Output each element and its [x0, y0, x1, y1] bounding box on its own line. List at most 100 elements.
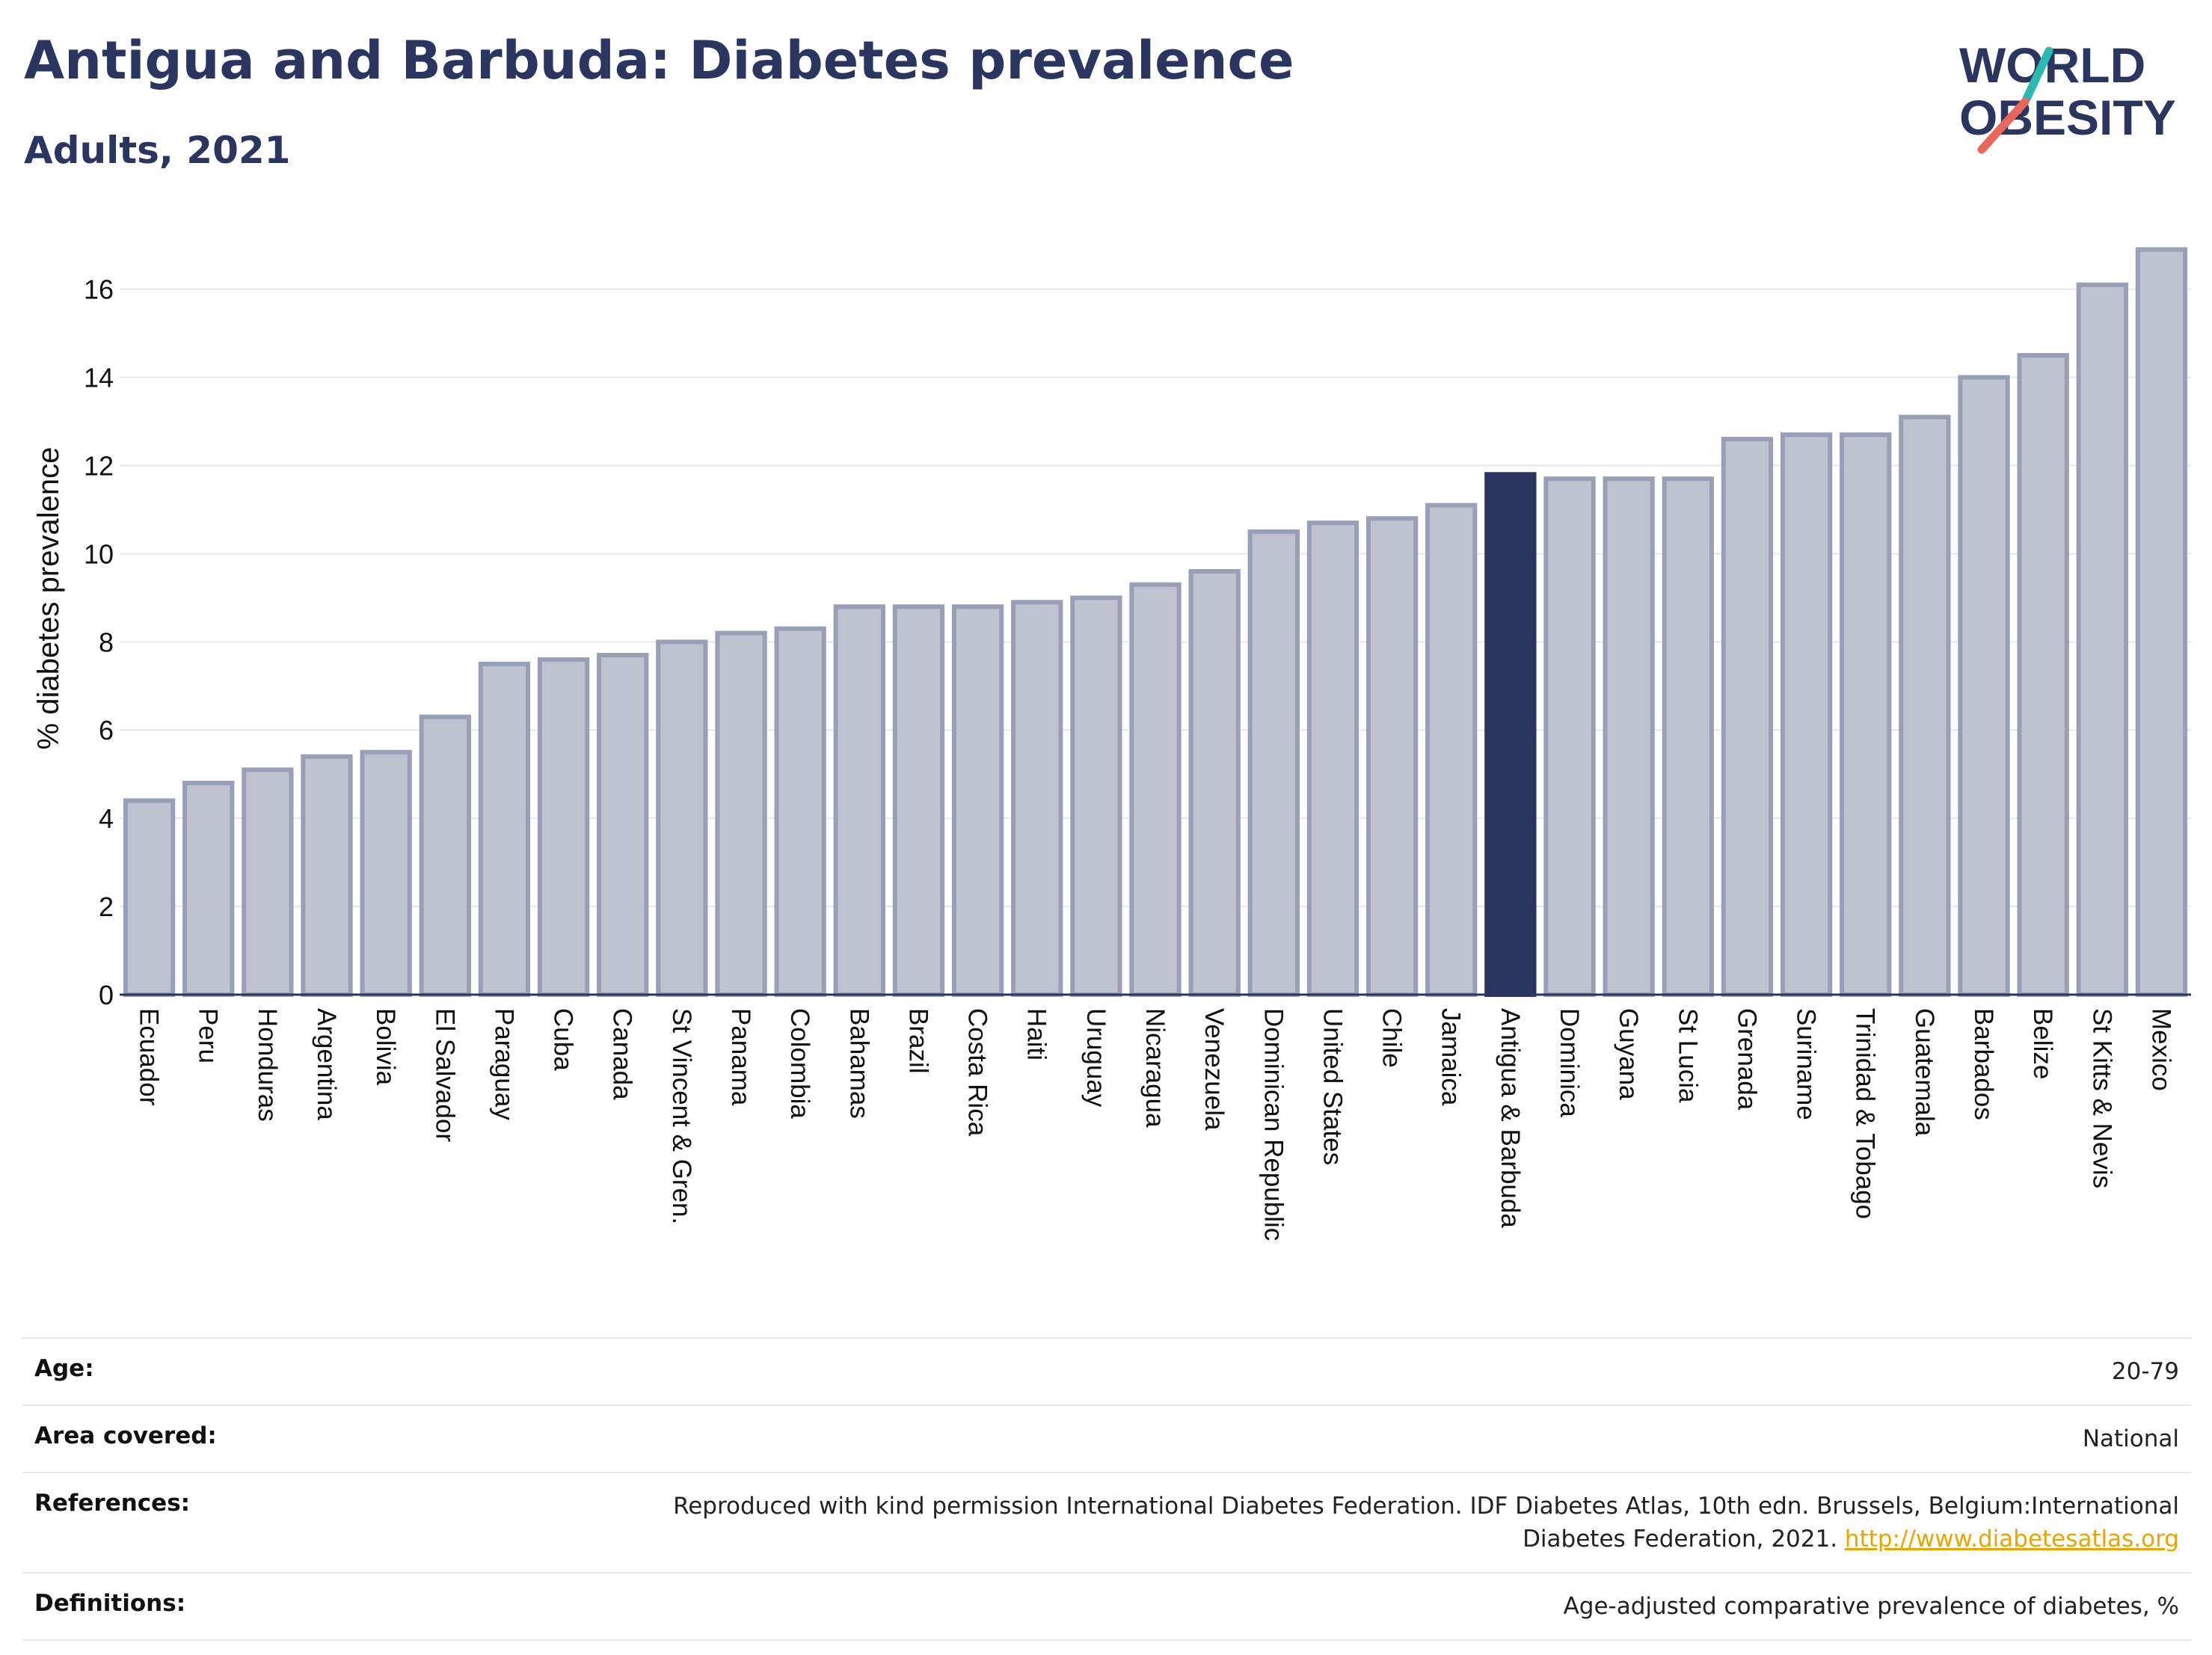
x-tick-label: Guyana [1614, 1008, 1643, 1100]
bar [892, 604, 945, 997]
meta-label-references: References: [34, 1490, 191, 1517]
bar [951, 604, 1004, 997]
x-tick-label: Antigua & Barbuda [1496, 1008, 1525, 1228]
bar [360, 749, 412, 997]
bars [123, 247, 2188, 998]
meta-value-definitions: Age-adjusted comparative prevalence of d… [1563, 1593, 2179, 1620]
bar [1011, 600, 1063, 997]
x-tick-label: Brazil [903, 1008, 933, 1074]
bar-chart: 0 2 4 6 8 10 12 14 16 Ecuador Peru Honduras Argenti… [32, 247, 2191, 1241]
bar [242, 767, 294, 998]
bar [123, 798, 176, 997]
x-tick-label: Uruguay [1081, 1008, 1110, 1108]
bar [1721, 437, 1774, 997]
bar [1484, 472, 1537, 997]
x-tick-label: Bahamas [844, 1008, 873, 1119]
references-link[interactable]: http://www.diabetesatlas.org [1844, 1526, 2179, 1553]
x-tick-label: St Kitts & Nevis [2087, 1008, 2116, 1188]
bar [1958, 375, 2010, 997]
meta-value-area: National [2082, 1425, 2179, 1452]
bar [656, 639, 708, 997]
metadata-table: Age: 20-79 Area covered: National Refere… [22, 1337, 2191, 1641]
y-tick-label: 4 [99, 803, 114, 834]
x-tick-label: Bolivia [371, 1008, 400, 1086]
bar [1840, 432, 1892, 997]
x-tick-label: Dominican Republic [1259, 1008, 1288, 1241]
logo-text-world: WORLD [1959, 37, 2145, 93]
x-tick-label: Guatemala [1910, 1008, 1939, 1137]
bar [1070, 595, 1122, 997]
bar [1425, 503, 1478, 997]
logo-slash-teal [2022, 46, 2053, 103]
bar [1365, 516, 1419, 997]
x-tick-label: Barbados [1969, 1008, 1998, 1120]
x-tick-label: St Vincent & Gren. [667, 1008, 696, 1224]
x-tick-label: Argentina [312, 1008, 341, 1120]
x-tick-label: United States [1318, 1008, 1347, 1165]
x-axis-ticks: Ecuador Peru Honduras Argentina Bolivia El Sa… [135, 1008, 2176, 1241]
y-axis-ticks: 0 2 4 6 8 10 12 14 16 [84, 274, 114, 1010]
y-tick-label: 10 [84, 538, 114, 569]
bar [478, 661, 531, 997]
bar [597, 653, 649, 997]
x-tick-label: Grenada [1732, 1008, 1761, 1111]
x-tick-label: Peru [194, 1008, 223, 1063]
bar [1306, 521, 1360, 997]
x-tick-label: Nicaragua [1140, 1008, 1170, 1128]
x-tick-label: Colombia [785, 1008, 814, 1119]
x-tick-label: Paraguay [489, 1008, 518, 1120]
bar [1247, 529, 1300, 997]
y-tick-label: 12 [84, 450, 114, 481]
bar [301, 754, 353, 997]
x-tick-label: Venezuela [1199, 1008, 1229, 1131]
chart-subtitle: Adults, 2021 [24, 129, 291, 172]
bar [2017, 353, 2069, 997]
y-axis-label: % diabetes prevalence [32, 447, 65, 750]
meta-value-age: 20-79 [2111, 1358, 2179, 1385]
meta-value-references: Reproduced with kind permission Internat… [22, 1490, 2191, 1556]
bar [833, 604, 885, 997]
x-tick-label: Panama [726, 1008, 755, 1106]
x-tick-label: Costa Rica [963, 1008, 992, 1137]
y-tick-label: 8 [99, 627, 114, 657]
x-tick-label: Canada [608, 1008, 637, 1100]
bar [419, 714, 471, 998]
y-tick-label: 0 [99, 980, 114, 1010]
chart-title: Antigua and Barbuda: Diabetes prevalence [24, 30, 1294, 91]
x-tick-label: Honduras [253, 1008, 282, 1122]
bar [715, 630, 767, 997]
bar [1899, 414, 1951, 997]
meta-row-definitions: Definitions: Age-adjusted comparative pr… [22, 1572, 2191, 1641]
x-tick-label: Haiti [1022, 1008, 1051, 1060]
bar [1129, 582, 1182, 997]
x-tick-label: Chile [1377, 1008, 1407, 1068]
meta-label-area: Area covered: [34, 1422, 217, 1449]
bar [1662, 476, 1714, 997]
meta-label-definitions: Definitions: [34, 1590, 186, 1617]
meta-row-references: References: Reproduced with kind permiss… [22, 1472, 2191, 1572]
x-tick-label: Suriname [1792, 1008, 1821, 1120]
x-tick-label: Mexico [2146, 1008, 2175, 1091]
bar [2135, 247, 2188, 997]
x-tick-label: St Lucia [1673, 1008, 1702, 1103]
meta-row-area: Area covered: National [22, 1404, 2191, 1472]
logo-slash-red [1977, 97, 2030, 154]
x-tick-label: Trinidad & Tobago [1851, 1008, 1880, 1219]
x-tick-label: Dominica [1555, 1008, 1584, 1117]
y-tick-label: 2 [99, 891, 114, 922]
x-tick-label: Belize [2028, 1008, 2057, 1079]
bar [182, 780, 235, 998]
x-tick-label: Jamaica [1437, 1008, 1466, 1106]
x-tick-label: El Salvador [430, 1008, 459, 1142]
y-tick-label: 6 [99, 715, 114, 746]
meta-label-age: Age: [34, 1355, 94, 1382]
references-text: Reproduced with kind permission Internat… [673, 1493, 2179, 1553]
bar [1188, 568, 1241, 997]
x-tick-label: Cuba [549, 1008, 578, 1071]
bar [1780, 432, 1833, 997]
x-tick-label: Ecuador [135, 1008, 164, 1106]
world-obesity-logo: WORLD OBESITY [1959, 37, 2176, 154]
meta-row-age: Age: 20-79 [22, 1337, 2191, 1404]
bar [2076, 282, 2128, 997]
bar [1603, 476, 1655, 997]
